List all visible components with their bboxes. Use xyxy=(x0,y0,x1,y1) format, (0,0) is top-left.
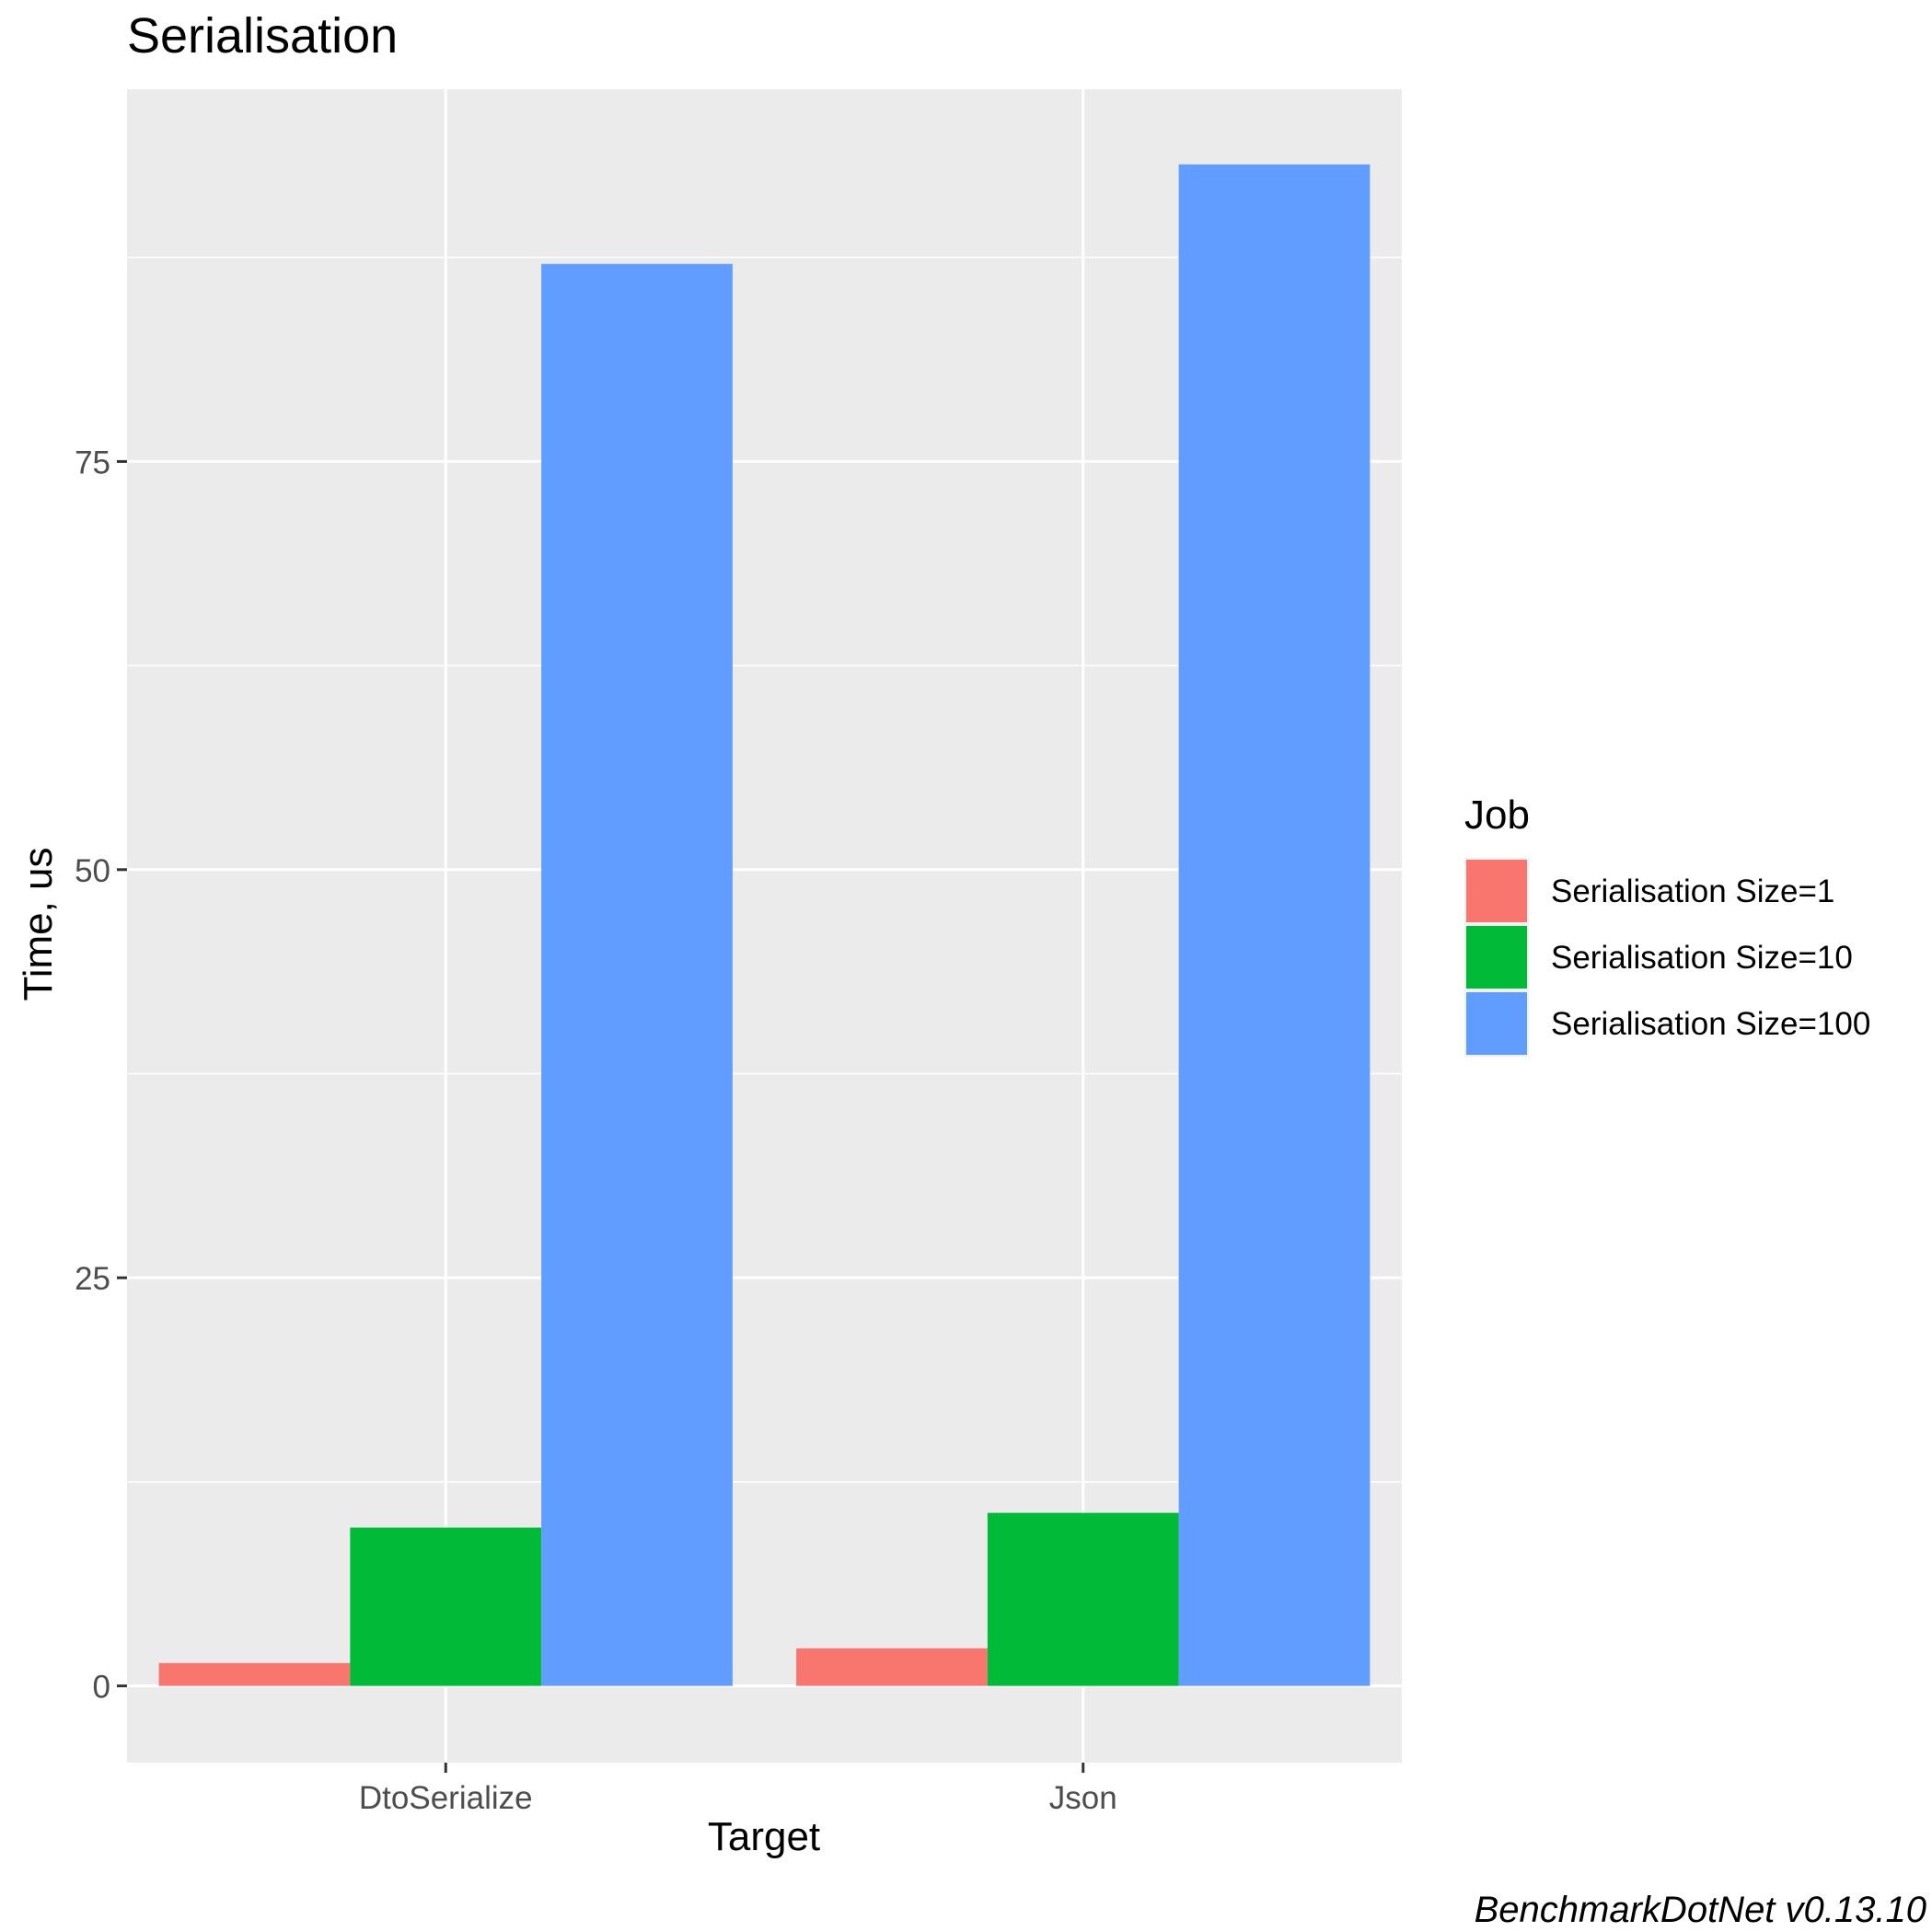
bars xyxy=(158,164,1371,1686)
bar xyxy=(541,263,733,1686)
bar xyxy=(350,1527,542,1686)
chart-title: Serialisation xyxy=(127,8,398,64)
legend-swatch xyxy=(1466,992,1527,1055)
bar xyxy=(796,1648,988,1686)
x-tick-label: DtoSerialize xyxy=(359,1780,533,1816)
legend-swatch xyxy=(1466,860,1527,922)
legend-label: Serialisation Size=100 xyxy=(1551,1006,1870,1042)
x-axis-label: Target xyxy=(708,1814,820,1859)
legend-swatch xyxy=(1466,926,1527,989)
legend: Job Serialisation Size=1 Serialisation Si… xyxy=(1464,792,1870,1057)
legend-label: Serialisation Size=10 xyxy=(1551,940,1853,976)
legend-title: Job xyxy=(1464,792,1530,838)
y-axis: 0 25 50 75 xyxy=(75,445,127,1706)
x-tick-label: Json xyxy=(1049,1780,1117,1816)
y-tick-label: 50 xyxy=(75,853,110,889)
bar xyxy=(1178,164,1371,1686)
caption: BenchmarkDotNet v0.13.10 xyxy=(1475,1890,1926,1930)
x-axis: DtoSerialize Json xyxy=(359,1763,1117,1816)
bar xyxy=(987,1512,1179,1686)
bar xyxy=(158,1662,351,1686)
y-axis-label: Time, us xyxy=(16,847,61,1001)
y-tick-label: 0 xyxy=(93,1670,110,1706)
y-tick-label: 75 xyxy=(75,445,110,480)
legend-label: Serialisation Size=1 xyxy=(1551,873,1834,909)
y-tick-label: 25 xyxy=(75,1261,110,1297)
